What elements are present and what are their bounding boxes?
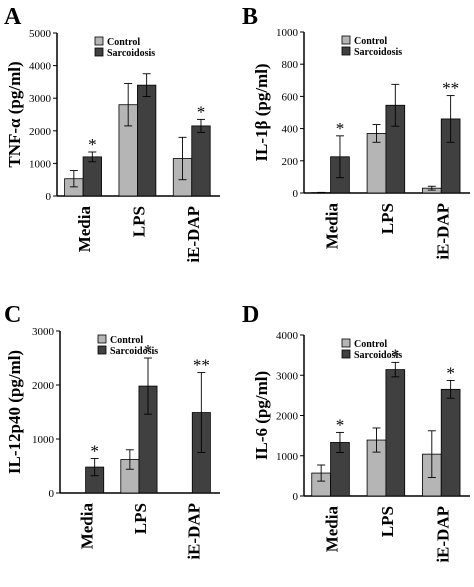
legend-swatch-sarcoidosis [342, 350, 350, 358]
panel-c: CIL-12p40 (pg/ml)0100020003000ControlSar… [4, 302, 220, 560]
legend-swatch-sarcoidosis [98, 346, 106, 354]
significance-marker: * [336, 415, 345, 434]
category-label: LPS [378, 506, 397, 537]
y-tick-label: 0 [293, 188, 299, 200]
panel-letter: D [242, 302, 259, 328]
y-tick-label: 0 [46, 191, 52, 203]
panel-letter: A [4, 4, 22, 30]
y-axis-label: TNF-α (pg/ml) [5, 61, 24, 167]
bar-sarcoidosis [192, 126, 210, 196]
legend-swatch-control [342, 36, 350, 44]
category-label: iE-DAP [184, 206, 203, 263]
y-axis-label: IL-1β (pg/ml) [252, 63, 271, 161]
category-label: Media [75, 206, 94, 253]
y-tick-label: 1000 [29, 158, 52, 170]
y-tick-label: 800 [282, 59, 299, 71]
legend-swatch-control [342, 339, 350, 347]
category-label: iE-DAP [184, 503, 203, 560]
legend-swatch-control [95, 37, 103, 45]
y-tick-label: 4000 [276, 330, 299, 342]
y-tick-label: 200 [282, 156, 299, 168]
y-axis-label: IL-12p40 (pg/ml) [5, 350, 24, 474]
legend-label: Control [354, 339, 387, 350]
bar-sarcoidosis [386, 370, 405, 496]
y-tick-label: 400 [282, 124, 299, 136]
significance-marker: * [90, 441, 99, 460]
y-tick-label: 4000 [29, 61, 52, 73]
category-label: iE-DAP [433, 203, 452, 260]
panel-a: A TNF-α (pg/ml) 0 1000 2000 3000 4000 5000 Contr… [4, 4, 220, 263]
category-label: Media [78, 503, 97, 550]
y-tick-label: 3000 [32, 326, 55, 338]
y-tick-label: 2000 [276, 411, 299, 423]
significance-marker: * [336, 119, 345, 138]
y-tick-label: 2000 [29, 126, 52, 138]
legend-label: Control [110, 335, 143, 346]
significance-marker: * [391, 345, 400, 364]
y-tick-label: 0 [49, 488, 55, 500]
panel-letter: B [242, 4, 258, 30]
y-tick-label: 1000 [276, 27, 299, 39]
legend-label: Sarcoidosis [107, 48, 155, 59]
significance-marker: * [88, 135, 97, 154]
y-axis-label: IL-6 (pg/ml) [252, 371, 271, 460]
y-tick-label: 1000 [32, 434, 55, 446]
panel-b: B IL-1β (pg/ml) 0 200 400 600 800 1000 ControlSa… [242, 4, 470, 260]
y-tick-label: 600 [282, 91, 299, 103]
category-label: Media [323, 506, 342, 553]
panel-letter: C [4, 302, 21, 328]
significance-marker: ** [442, 79, 459, 98]
category-label: Media [323, 203, 342, 250]
legend-swatch-sarcoidosis [95, 48, 103, 56]
bar-sarcoidosis [83, 157, 101, 196]
y-tick-label: 0 [293, 491, 299, 503]
category-label: iE-DAP [433, 506, 452, 563]
significance-marker: * [446, 363, 455, 382]
legend-label: Control [107, 37, 140, 48]
legend-swatch-control [98, 335, 106, 343]
bar-sarcoidosis [137, 85, 155, 196]
significance-marker: ** [193, 356, 210, 375]
bar-sarcoidosis [441, 389, 460, 496]
y-tick-label: 2000 [32, 380, 55, 392]
category-label: LPS [131, 503, 150, 534]
y-tick-label: 3000 [29, 93, 52, 105]
y-tick-label: 1000 [276, 451, 299, 463]
legend-swatch-sarcoidosis [342, 47, 350, 55]
y-tick-label: 3000 [276, 370, 299, 382]
y-tick-label: 5000 [29, 28, 52, 40]
panel-d: DIL-6 (pg/ml)01000200030004000ControlSar… [242, 302, 470, 563]
legend-label: Sarcoidosis [354, 47, 402, 58]
legend-label: Control [354, 36, 387, 47]
significance-marker: * [144, 341, 153, 360]
category-label: LPS [378, 203, 397, 234]
category-label: LPS [130, 206, 149, 237]
significance-marker: * [197, 102, 206, 121]
